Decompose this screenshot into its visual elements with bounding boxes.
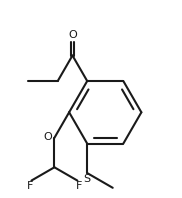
Text: F: F — [76, 181, 82, 190]
Text: S: S — [84, 174, 91, 184]
Text: O: O — [68, 30, 77, 40]
Text: O: O — [44, 132, 52, 142]
Text: F: F — [27, 181, 33, 190]
